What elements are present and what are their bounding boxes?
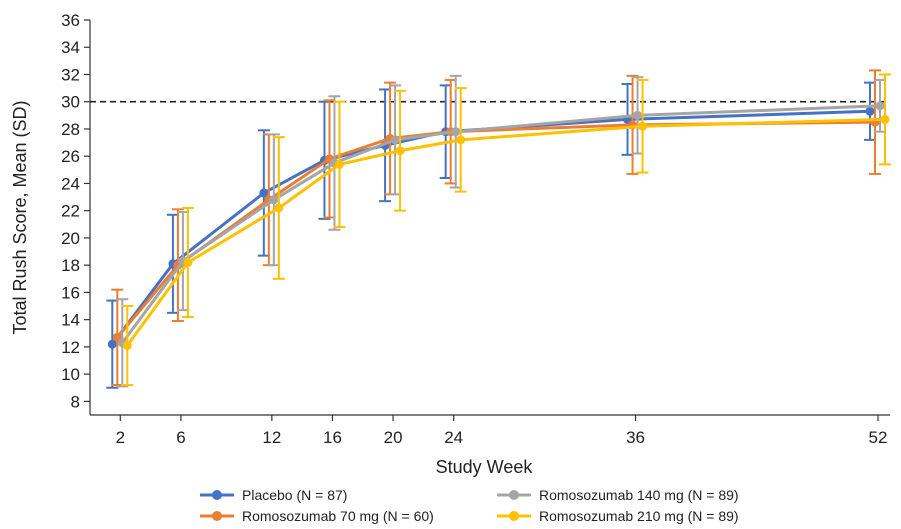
y-tick-label: 34: [61, 38, 80, 57]
data-point: [122, 341, 132, 351]
legend: Placebo (N = 87) Romosozumab 70 mg (N = 6…: [200, 487, 739, 524]
x-tick-label: 16: [323, 428, 342, 447]
y-tick-label: 30: [61, 93, 80, 112]
x-tick-label: 2: [116, 428, 125, 447]
legend-label: Romosozumab 70 mg (N = 60): [242, 508, 434, 524]
data-point: [183, 257, 193, 267]
data-point: [390, 135, 400, 145]
legend-item: Romosozumab 70 mg (N = 60): [200, 508, 434, 524]
y-axis-title: Total Rush Score, Mean (SD): [10, 100, 30, 334]
x-tick-label: 6: [176, 428, 185, 447]
y-tick-label: 32: [61, 65, 80, 84]
data-point: [451, 127, 461, 137]
legend-swatch-marker: [212, 490, 222, 500]
legend-label: Romosozumab 210 mg (N = 89): [539, 508, 739, 524]
legend-item: Romosozumab 140 mg (N = 89): [497, 487, 739, 503]
y-tick-label: 22: [61, 202, 80, 221]
legend-swatch-marker: [212, 511, 222, 521]
data-point: [638, 121, 648, 131]
x-tick-label: 12: [262, 428, 281, 447]
legend-swatch-marker: [509, 490, 519, 500]
x-axis-title: Study Week: [436, 457, 534, 477]
x-tick-label: 24: [444, 428, 463, 447]
data-point: [274, 203, 284, 213]
legend-item: Romosozumab 210 mg (N = 89): [497, 508, 739, 524]
y-tick-label: 28: [61, 120, 80, 139]
x-tick-label: 20: [384, 428, 403, 447]
data-point: [865, 106, 875, 116]
series-group: [106, 69, 891, 389]
data-point: [456, 135, 466, 145]
y-tick-label: 20: [61, 229, 80, 248]
data-point: [395, 146, 405, 156]
series-4: [121, 73, 891, 387]
legend-swatch-marker: [509, 511, 519, 521]
data-point: [259, 188, 269, 198]
y-tick-label: 26: [61, 147, 80, 166]
series-line: [126, 117, 886, 347]
legend-item: Placebo (N = 87): [200, 487, 347, 503]
data-point: [880, 114, 890, 124]
axes: [84, 19, 890, 421]
y-tick-label: 12: [61, 338, 80, 357]
y-tick-label: 10: [61, 365, 80, 384]
data-point: [334, 159, 344, 169]
y-tick-label: 18: [61, 256, 80, 275]
y-tick-label: 14: [61, 311, 80, 330]
series-2: [111, 69, 881, 387]
series-line: [121, 104, 881, 344]
y-tick-label: 36: [61, 11, 80, 30]
legend-label: Romosozumab 140 mg (N = 89): [539, 487, 739, 503]
data-point: [875, 101, 885, 111]
x-tick-label: 36: [626, 428, 645, 447]
y-tick-label: 24: [61, 174, 80, 193]
y-tick-label: 8: [71, 392, 80, 411]
series-line: [111, 109, 871, 346]
y-tick-label: 16: [61, 283, 80, 302]
data-point: [107, 339, 117, 349]
data-point: [633, 110, 643, 120]
legend-label: Placebo (N = 87): [242, 487, 347, 503]
data-point: [269, 195, 279, 205]
x-tick-label: 52: [869, 428, 888, 447]
